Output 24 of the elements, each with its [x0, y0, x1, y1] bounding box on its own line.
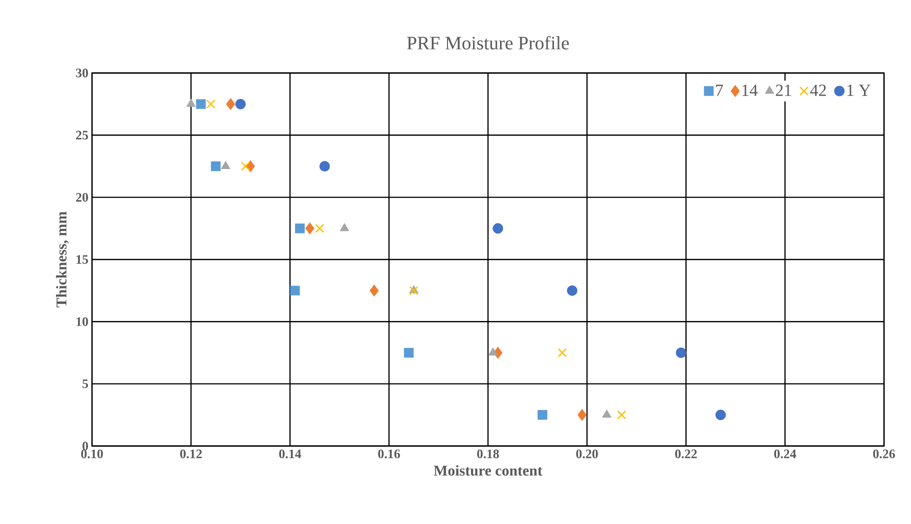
x-axis-title: Moisture content [434, 465, 542, 476]
x-tick-label: 0.12 [180, 450, 202, 458]
x-tick-label: 0.24 [774, 450, 796, 458]
y-tick-label: 20 [76, 192, 88, 202]
legend-label: 42 [810, 84, 826, 96]
y-tick-label: 30 [76, 68, 88, 78]
chart-title: PRF Moisture Profile [407, 36, 569, 50]
legend-label: 1 Y [847, 84, 870, 96]
y-tick-label: 25 [76, 130, 88, 140]
x-tick-label: 0.26 [873, 450, 895, 458]
x-tick-label: 0.20 [576, 450, 598, 458]
x-tick-label: 0.18 [477, 450, 499, 458]
y-tick-label: 0 [82, 442, 88, 450]
x-tick-label: 0.14 [279, 450, 302, 458]
legend-label: 21 [776, 84, 792, 96]
legend-label: 14 [742, 84, 758, 96]
y-tick-label: 10 [76, 317, 88, 326]
x-tick-label: 0.16 [378, 450, 400, 458]
legend-label: 7 [716, 84, 723, 96]
y-tick-label: 15 [76, 255, 88, 264]
y-tick-label: 5 [82, 380, 88, 388]
x-tick-label: 0.22 [675, 450, 697, 458]
y-axis-title: Thickness, mm [56, 212, 69, 308]
x-tick-label: 0.10 [81, 450, 103, 458]
